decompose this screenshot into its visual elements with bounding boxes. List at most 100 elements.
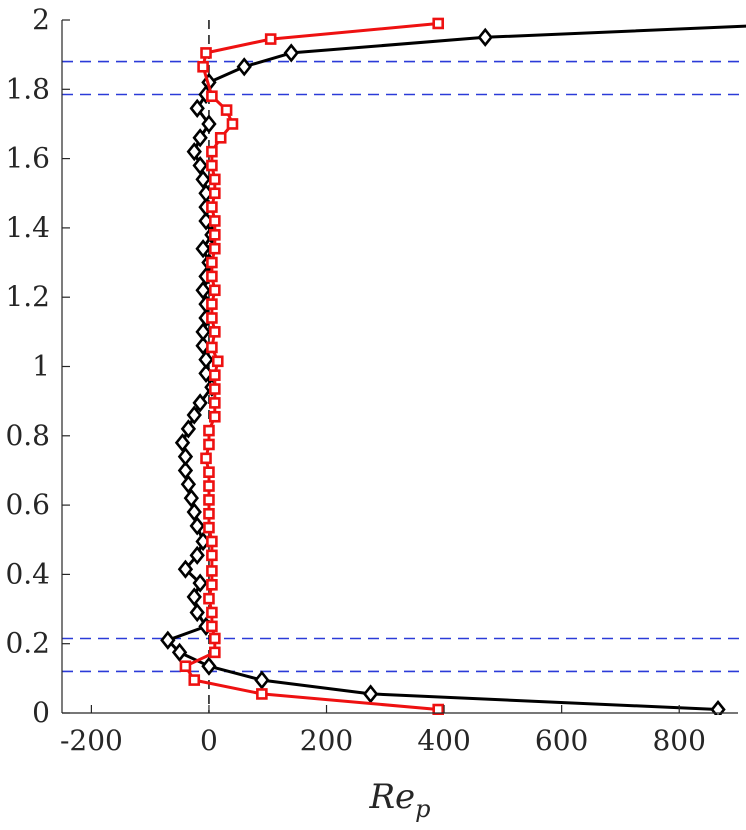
data-point-square [220,104,233,116]
data-point-diamond [195,239,211,259]
data-point-diamond [198,349,214,370]
data-point-diamond [192,393,208,413]
data-point-square [206,256,218,269]
data-point-square [209,284,221,297]
data-point-diamond [186,405,202,425]
series-line [166,24,746,711]
data-point-diamond [201,656,217,676]
data-point-square [209,215,221,227]
data-point-square [206,270,218,283]
data-point-square [206,159,218,172]
data-point-square [206,620,218,633]
data-point-diamond [180,474,197,494]
data-point-square [206,535,218,548]
data-point-square [206,145,218,158]
data-point-diamond [186,142,202,162]
y-tick-label: 1 [32,350,50,383]
y-tick-label: 0 [32,696,50,729]
data-point-square [209,397,221,409]
reference-lines [62,20,746,713]
x-axis-title: Rep [368,777,430,823]
y-tick-label: 1.8 [5,72,50,105]
data-point-square [206,578,218,591]
x-tick-label: 200 [300,724,353,757]
data-point-square [200,452,212,465]
data-point-square [206,298,218,310]
data-point-diamond [177,460,194,481]
data-point-diamond [160,630,176,650]
data-point-diamond [236,57,252,77]
data-point-square [203,521,215,534]
data-point-square [209,410,221,423]
data-point-diamond [183,488,199,508]
data-point-square [209,646,221,659]
data-point-square [203,494,215,506]
data-point-square [206,606,218,619]
y-tick-label: 0.2 [5,627,50,660]
data-point-diamond [195,169,211,189]
data-point-square [209,369,221,381]
y-tick-labels: 0 0.2 0.4 0.6 0.8 1 1.2 1.4 1.6 1.8 2 [5,3,50,729]
data-point-square [203,507,215,520]
data-point-square [209,242,221,255]
data-point-diamond [283,43,299,63]
data-point-diamond [189,98,205,118]
data-point-square [203,424,215,437]
data-point-diamond [177,447,194,467]
x-tick-label: 800 [652,724,705,757]
data-point-square [264,33,277,45]
x-tick-label: 600 [535,724,588,757]
data-point-diamond [180,419,197,439]
data-point-diamond [192,573,208,593]
data-point-diamond [174,433,191,453]
data-point-square [203,438,215,451]
data-point-diamond [477,27,493,47]
data-point-square [206,565,218,577]
series-square [179,17,445,715]
y-tick-label: 2 [32,3,50,36]
y-tick-label: 0.6 [5,488,50,521]
data-point-square [206,312,218,324]
x-tick-label: -200 [60,724,123,757]
data-point-square [209,632,221,645]
data-point-diamond [192,128,208,148]
x-axis-title-main: Re [368,777,415,817]
data-point-square [432,17,445,30]
data-point-diamond [189,516,205,536]
data-point-diamond [189,602,205,623]
data-point-diamond [710,699,726,715]
data-point-diamond [195,280,211,300]
data-point-square [211,355,224,368]
data-point-square [226,118,239,130]
series-layer [160,17,746,715]
data-point-square [200,47,212,59]
y-tick-label: 1.2 [5,280,50,313]
y-tick-label: 1.6 [5,142,50,175]
data-point-square [214,132,227,144]
data-point-square [197,60,209,73]
data-point-diamond [192,155,208,176]
data-point-square [209,173,221,186]
y-tick-label: 1.4 [5,211,50,244]
data-point-square [206,549,218,562]
data-point-square [179,660,192,673]
data-point-diamond [186,502,202,522]
x-tick-labels: -200 0 200 400 600 800 [60,724,706,757]
series-diamond [160,24,746,715]
axes [61,19,738,714]
data-point-square [209,326,221,338]
data-point-square [203,466,215,478]
data-point-diamond [189,545,205,565]
data-point-square [209,383,221,395]
x-tick-label: 400 [417,724,470,757]
y-tick-label: 0.8 [5,419,50,452]
data-point-square [206,341,218,354]
y-tick-label: 0.4 [5,557,50,590]
data-point-diamond [254,670,270,690]
data-point-diamond [177,559,194,579]
data-point-square [206,201,218,213]
data-point-diamond [195,322,211,342]
data-point-square [209,187,221,200]
x-axis-title-subscript: p [415,795,430,823]
